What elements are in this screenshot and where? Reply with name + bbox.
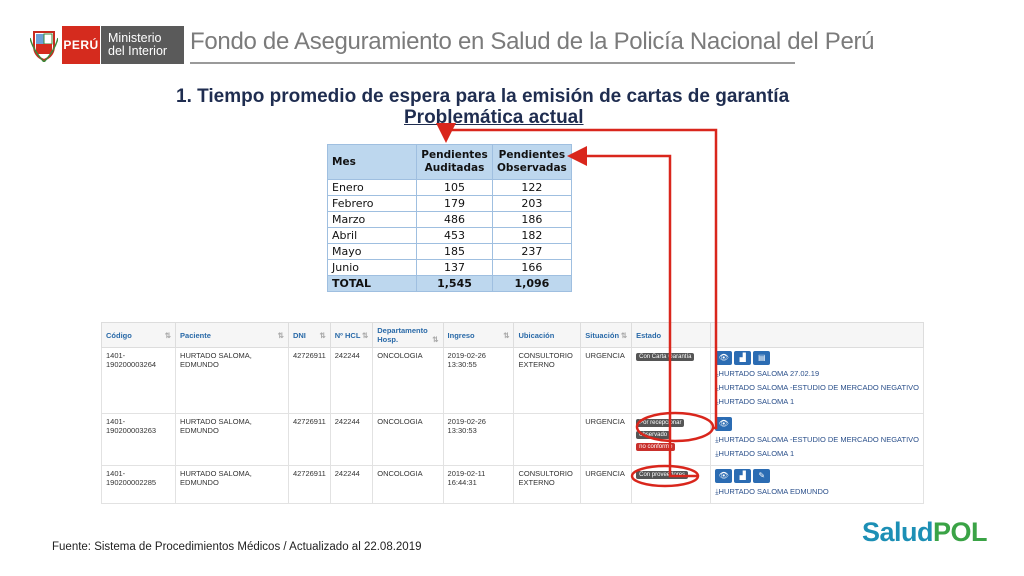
cell-ubicacion: CONSULTORIO EXTERNO: [513, 465, 582, 504]
highlight-ellipse: [635, 411, 715, 443]
coat-of-arms-icon: [30, 31, 58, 62]
cell-acciones: 👁 ⤓HURTADO SALOMA -ESTUDIO DE MERCADO NE…: [710, 413, 924, 466]
cell-total-auditadas: 1,545: [416, 275, 493, 292]
cell-situacion: URGENCIA: [580, 347, 633, 414]
cell-ubicacion: CONSULTORIO EXTERNO: [513, 347, 582, 414]
table-row[interactable]: 1401-190200002285 HURTADO SALOMA, EDMUND…: [100, 465, 924, 504]
cell-auditadas: 486: [416, 211, 493, 228]
cell-paciente: HURTADO SALOMA, EDMUNDO: [175, 465, 289, 504]
peru-logo: PERÚ: [62, 26, 100, 64]
cell-total-label: TOTAL: [327, 275, 417, 292]
status-badge: observado: [636, 431, 671, 439]
expedientes-grid: Código ⇅ Paciente ⇅ DNI ⇅ Nº HCL ⇅ Departame…: [100, 322, 924, 504]
chart-button[interactable]: ▟: [734, 351, 752, 365]
chart-button[interactable]: ▟: [734, 469, 752, 483]
cell-dni: 42726911: [287, 413, 331, 466]
cell-total-observadas: 1,096: [492, 275, 572, 292]
cell-ingreso: 2019-02-26 13:30:53: [442, 413, 515, 466]
cell-mes: Mayo: [327, 243, 417, 260]
sort-icon[interactable]: ⇅: [164, 330, 172, 340]
cell-situacion: URGENCIA: [580, 465, 633, 504]
download-icon: ⤓: [715, 449, 719, 458]
sort-icon[interactable]: ⇅: [620, 330, 628, 340]
sort-icon[interactable]: ⇅: [503, 330, 510, 340]
source-note: Fuente: Sistema de Procedimientos Médico…: [52, 541, 422, 553]
cell-departamento: ONCOLOGIA: [372, 347, 444, 414]
cell-codigo: 1401-190200003264: [100, 347, 177, 414]
summary-row: Febrero 179 203: [327, 195, 572, 212]
cell-codigo: 1401-190200002285: [100, 465, 177, 504]
col-situacion[interactable]: Situación ⇅: [580, 322, 633, 348]
cell-acciones: 👁 ▟ ✎ ⤓HURTADO SALOMA EDMUNDO: [710, 465, 924, 504]
cell-mes: Junio: [327, 259, 417, 276]
view-button[interactable]: 👁: [715, 351, 733, 365]
sort-icon[interactable]: ⇅: [277, 330, 284, 340]
table-row[interactable]: 1401-190200003263 HURTADO SALOMA, EDMUND…: [100, 413, 924, 466]
col-dni[interactable]: DNI ⇅: [287, 322, 331, 348]
col-auditadas: Pendientes Auditadas: [416, 144, 493, 180]
col-departamento[interactable]: Departamento Hosp. ⇅: [372, 322, 444, 348]
arrow-auditadas: [436, 123, 718, 430]
cell-auditadas: 453: [416, 227, 493, 244]
edit-button[interactable]: ✎: [753, 469, 771, 483]
section-title: 1. Tiempo promedio de espera para la emi…: [176, 86, 790, 107]
cell-ingreso: 2019-02-11 16:44:31: [442, 465, 515, 504]
summary-total-row: TOTAL 1,545 1,096: [327, 275, 572, 292]
saludpol-logo: SaludPOL: [862, 517, 988, 547]
download-link[interactable]: ⤓HURTADO SALOMA 1: [715, 449, 795, 458]
cell-ubicacion: [513, 413, 582, 466]
col-acciones: [710, 322, 924, 348]
col-codigo[interactable]: Código ⇅: [100, 322, 177, 348]
download-icon: ⤓: [715, 435, 719, 444]
cell-acciones: 👁 ▟ ▤ ⤓HURTADO SALOMA 27.02.19 ⤓HURTADO SA…: [710, 347, 924, 414]
download-icon: ⤓: [715, 487, 719, 496]
status-badge: Por recepcionar: [636, 419, 685, 427]
summary-row: Abril 453 182: [327, 227, 572, 244]
view-button[interactable]: 👁: [715, 417, 733, 431]
summary-row: Mayo 185 237: [327, 243, 572, 260]
organization-title: Fondo de Aseguramiento en Salud de la Po…: [190, 28, 875, 55]
status-badge: Con Carta Garantía: [636, 353, 695, 361]
document-button[interactable]: ▤: [753, 351, 771, 365]
cell-codigo: 1401-190200003263: [100, 413, 177, 466]
download-link[interactable]: ⤓HURTADO SALOMA EDMUNDO: [715, 487, 829, 496]
download-link[interactable]: ⤓HURTADO SALOMA -ESTUDIO DE MERCADO NEGA…: [715, 435, 919, 444]
view-button[interactable]: 👁: [715, 469, 733, 483]
section-subtitle: Problemática actual: [404, 107, 584, 128]
sort-icon[interactable]: ⇅: [319, 330, 326, 340]
col-mes: Mes: [327, 144, 417, 180]
cell-dni: 42726911: [287, 465, 331, 504]
col-ingreso[interactable]: Ingreso ⇅: [442, 322, 515, 348]
sort-icon[interactable]: ⇅: [361, 330, 369, 340]
status-badge-red: no conforme: [636, 443, 676, 451]
header-divider: [190, 62, 795, 64]
arrow-observadas: [567, 146, 698, 478]
summary-table: Mes Pendientes Auditadas Pendientes Obse…: [327, 144, 572, 292]
cell-hcl: 242244: [329, 465, 374, 504]
ministry-logo: Ministerio del Interior: [101, 26, 184, 64]
summary-header-row: Mes Pendientes Auditadas Pendientes Obse…: [327, 144, 572, 180]
cell-departamento: ONCOLOGIA: [372, 465, 444, 504]
cell-departamento: ONCOLOGIA: [372, 413, 444, 466]
col-hcl[interactable]: Nº HCL ⇅: [329, 322, 374, 348]
cell-paciente: HURTADO SALOMA, EDMUNDO: [175, 347, 289, 414]
col-ubicacion[interactable]: Ubicación: [513, 322, 582, 348]
cell-hcl: 242244: [329, 413, 374, 466]
ministry-line2: del Interior: [108, 44, 168, 58]
status-badge: Con proveedores: [636, 471, 689, 479]
ministry-line1: Ministerio: [108, 31, 162, 45]
sort-icon[interactable]: ⇅: [432, 335, 439, 344]
summary-row: Enero 105 122: [327, 179, 572, 196]
